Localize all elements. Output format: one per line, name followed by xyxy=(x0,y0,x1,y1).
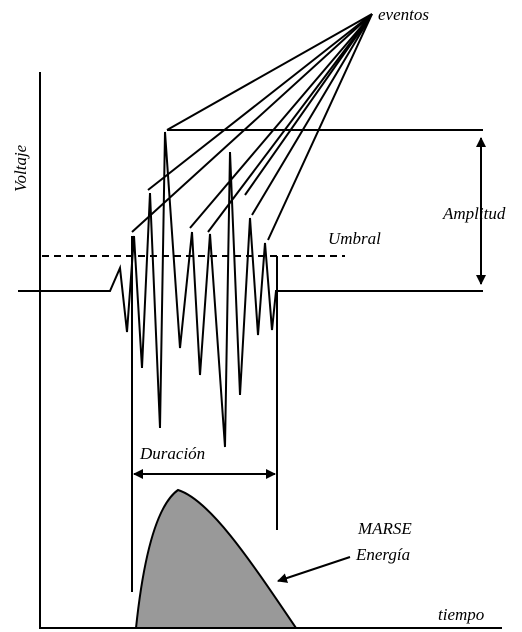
marse-label: MARSE xyxy=(357,519,412,538)
signal-waveform xyxy=(18,131,483,448)
amplitude-label: Amplitud xyxy=(442,204,506,223)
y-axis-label: Voltaje xyxy=(11,144,30,192)
x-axis-label: tiempo xyxy=(438,605,484,624)
event-lines xyxy=(131,13,373,241)
energy-arrow xyxy=(277,556,351,583)
duration-label: Duración xyxy=(139,444,205,463)
events-label: eventos xyxy=(378,5,429,24)
marse-area xyxy=(134,488,298,629)
threshold-label: Umbral xyxy=(328,229,381,248)
energy-label: Energía xyxy=(355,545,410,564)
